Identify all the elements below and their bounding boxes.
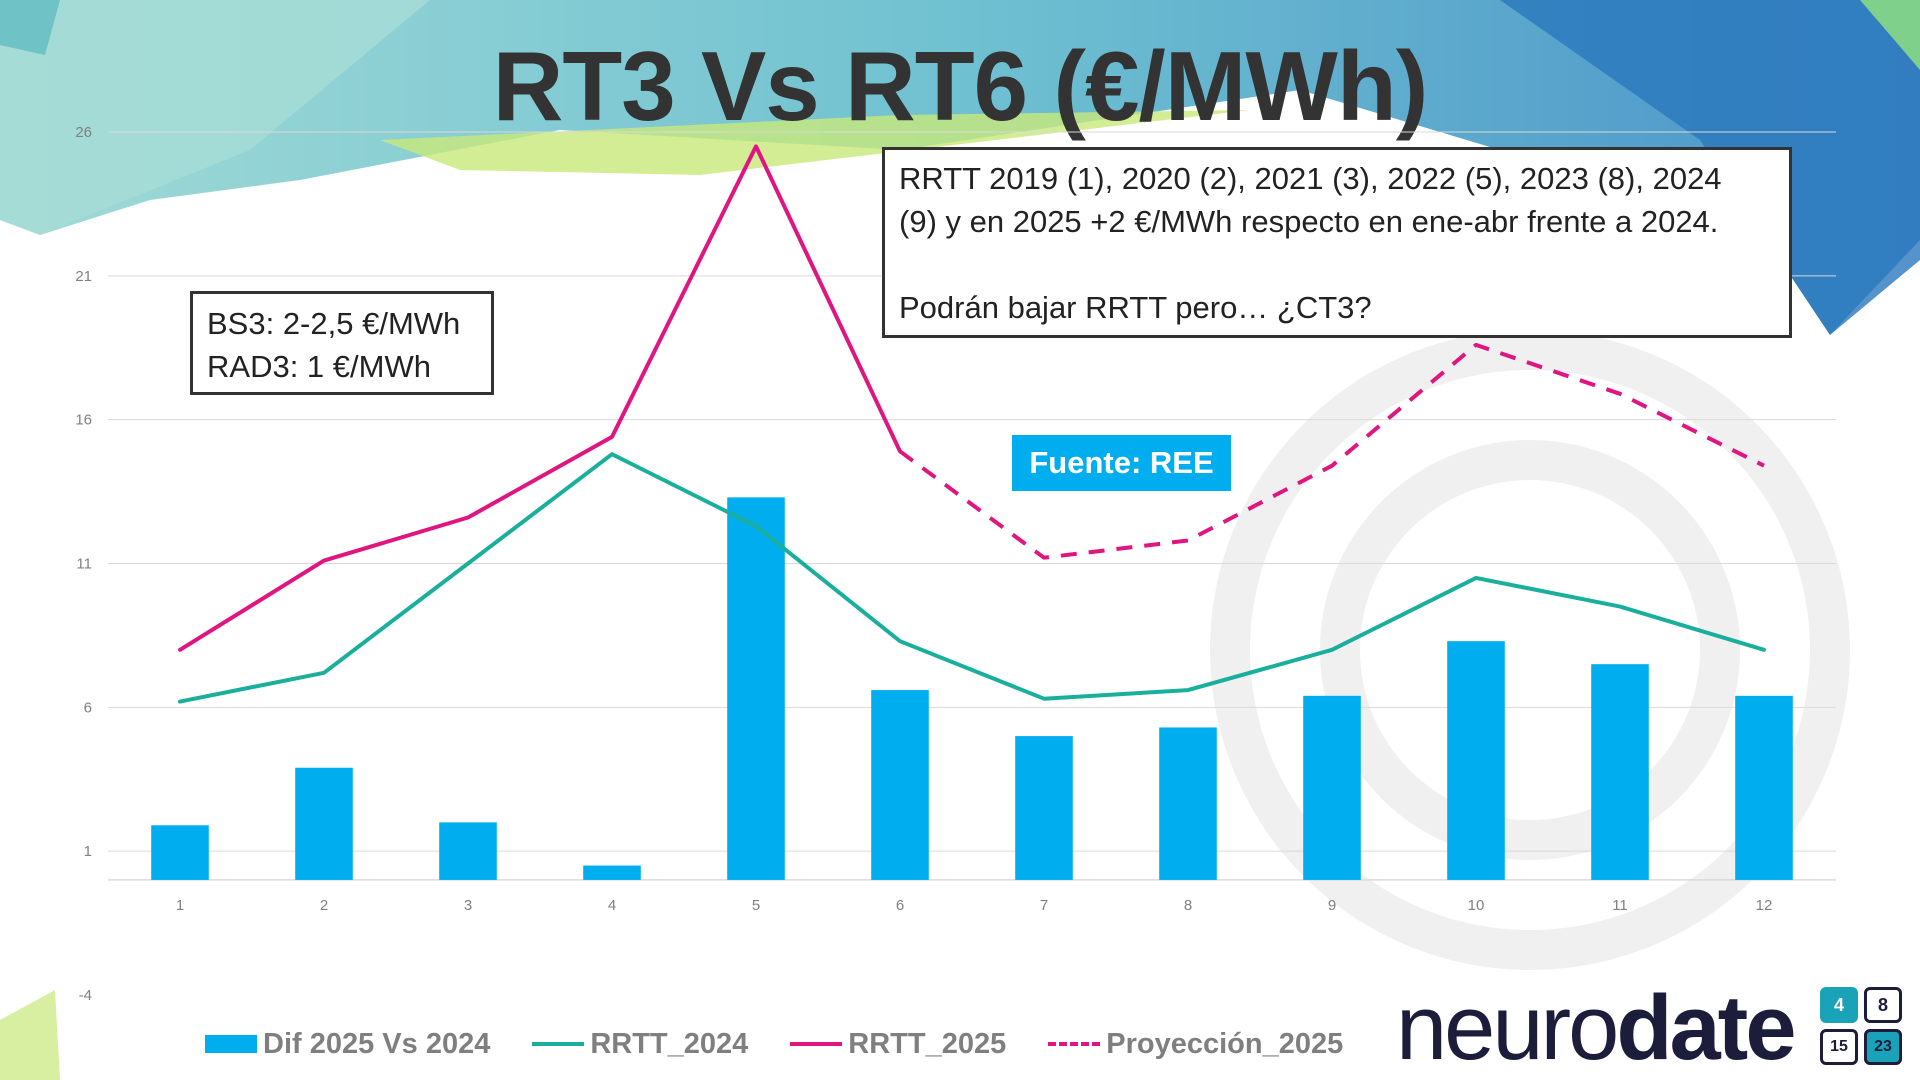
neurodate-logo: neurodate — [1396, 982, 1796, 1074]
legend-swatch-line-proyeccion — [1048, 1042, 1101, 1046]
legend-label-dif: Dif 2025 Vs 2024 — [263, 1027, 491, 1060]
logo-text-light: neuro — [1396, 977, 1619, 1079]
rrtt-line-spacer — [899, 244, 1775, 287]
legend-item-dif: Dif 2025 Vs 2024 — [205, 1028, 490, 1061]
rrtt-line-4: Podrán bajar RRTT pero… ¿CT3? — [899, 289, 1372, 325]
chart-title: RT3 Vs RT6 (€/MWh) — [492, 31, 1429, 141]
bar-dif-2025-vs-2024 — [439, 822, 497, 880]
source-badge: Fuente: REE — [1012, 435, 1231, 491]
bar-dif-2025-vs-2024 — [1303, 695, 1361, 880]
legend-label-rrtt-2025: RRTT_2025 — [848, 1027, 1007, 1060]
x-tick-label: 1 — [176, 897, 184, 914]
bar-dif-2025-vs-2024 — [1591, 664, 1649, 880]
logo-tile: 4 — [1820, 987, 1858, 1023]
logo-tile: 23 — [1864, 1029, 1902, 1065]
legend-swatch-line-2024 — [532, 1042, 585, 1046]
bar-dif-2025-vs-2024 — [1447, 641, 1505, 880]
rrtt-line-1: RRTT 2019 (1), 2020 (2), 2021 (3), 2022 … — [899, 161, 1722, 196]
x-tick-label: 3 — [464, 897, 472, 914]
legend-item-rrtt-2024: RRTT_2024 — [532, 1028, 748, 1061]
chart-legend: Dif 2025 Vs 2024 RRTT_2024 RRTT_2025 Pro… — [205, 1024, 1385, 1064]
logo-tile: 15 — [1820, 1029, 1858, 1065]
x-tick-label: 9 — [1328, 897, 1336, 914]
x-tick-label: 12 — [1756, 897, 1773, 914]
bs3-line: BS3: 2-2,5 €/MWh — [207, 306, 461, 341]
bar-dif-2025-vs-2024 — [583, 865, 641, 880]
x-tick-label: 11 — [1612, 897, 1628, 914]
bar-dif-2025-vs-2024 — [727, 497, 785, 880]
x-tick-label: 10 — [1468, 897, 1485, 914]
x-tick-label: 4 — [608, 897, 616, 914]
rrtt-annotation-box: RRTT 2019 (1), 2020 (2), 2021 (3), 2022 … — [882, 147, 1792, 338]
x-tick-label: 7 — [1040, 897, 1048, 914]
x-tick-label: 8 — [1184, 897, 1192, 914]
x-tick-label: 2 — [320, 897, 328, 914]
line-proyeccion-2025 — [898, 342, 1765, 560]
bar-dif-2025-vs-2024 — [871, 690, 929, 880]
logo-tile: 8 — [1864, 987, 1902, 1023]
bar-dif-2025-vs-2024 — [1015, 736, 1073, 880]
bar-dif-2025-vs-2024 — [1735, 695, 1793, 880]
bar-dif-2025-vs-2024 — [295, 767, 353, 880]
y-tick-label: 1 — [84, 843, 92, 860]
rad3-line: RAD3: 1 €/MWh — [207, 348, 431, 384]
legend-swatch-line-2025 — [790, 1042, 843, 1046]
line-rrtt-2025 — [178, 144, 902, 652]
y-tick-label: 26 — [75, 124, 92, 141]
legend-label-rrtt-2024: RRTT_2024 — [590, 1027, 749, 1060]
logo-text-bold: date — [1616, 977, 1796, 1079]
rrtt-line-2: (9) y en 2025 +2 €/MWh respecto en ene-a… — [899, 203, 1719, 239]
legend-swatch-bar — [205, 1035, 257, 1053]
bs3-annotation-box: BS3: 2-2,5 €/MWh RAD3: 1 €/MWh — [190, 291, 494, 395]
y-tick-label: -4 — [79, 987, 92, 1004]
bar-dif-2025-vs-2024 — [151, 825, 209, 880]
legend-label-proyeccion: Proyección_2025 — [1106, 1027, 1344, 1060]
legend-item-rrtt-2025: RRTT_2025 — [790, 1028, 1006, 1061]
line-rrtt-2024 — [178, 452, 1766, 704]
x-tick-label: 6 — [896, 897, 904, 914]
legend-item-proyeccion: Proyección_2025 — [1048, 1028, 1343, 1061]
x-tick-label: 5 — [752, 897, 760, 914]
logo-calendar-icon: 4 8 15 23 — [1820, 987, 1906, 1069]
y-tick-label: 11 — [76, 556, 92, 573]
y-tick-label: 21 — [75, 268, 92, 285]
y-tick-label: 6 — [84, 699, 92, 716]
y-tick-label: 16 — [75, 412, 92, 429]
bar-dif-2025-vs-2024 — [1159, 727, 1217, 880]
